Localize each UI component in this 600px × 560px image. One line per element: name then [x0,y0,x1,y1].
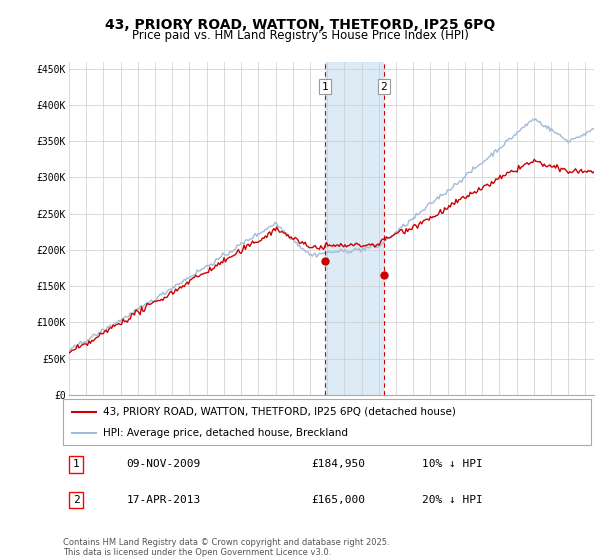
Text: 10% ↓ HPI: 10% ↓ HPI [422,459,483,469]
Text: 43, PRIORY ROAD, WATTON, THETFORD, IP25 6PQ (detached house): 43, PRIORY ROAD, WATTON, THETFORD, IP25 … [103,407,455,417]
Text: 17-APR-2013: 17-APR-2013 [127,495,200,505]
Text: £184,950: £184,950 [311,459,365,469]
FancyBboxPatch shape [63,399,591,445]
Text: 2: 2 [380,82,387,92]
Text: 43, PRIORY ROAD, WATTON, THETFORD, IP25 6PQ: 43, PRIORY ROAD, WATTON, THETFORD, IP25 … [105,18,495,32]
Text: Contains HM Land Registry data © Crown copyright and database right 2025.
This d: Contains HM Land Registry data © Crown c… [63,538,389,557]
Text: 2: 2 [73,495,80,505]
Text: Price paid vs. HM Land Registry's House Price Index (HPI): Price paid vs. HM Land Registry's House … [131,29,469,42]
Text: HPI: Average price, detached house, Breckland: HPI: Average price, detached house, Brec… [103,428,347,438]
Text: 1: 1 [73,459,80,469]
Text: 09-NOV-2009: 09-NOV-2009 [127,459,200,469]
Text: 1: 1 [322,82,328,92]
Text: £165,000: £165,000 [311,495,365,505]
Text: 20% ↓ HPI: 20% ↓ HPI [422,495,483,505]
